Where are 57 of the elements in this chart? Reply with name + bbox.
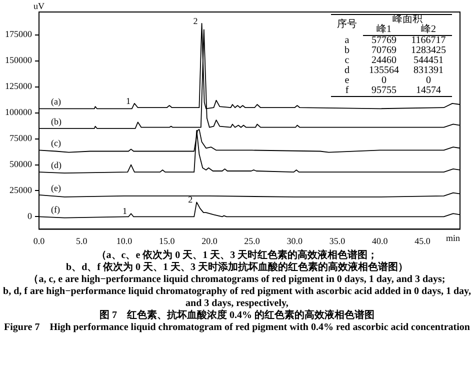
annotation: 57769	[370, 35, 398, 46]
annotation: 峰1	[363, 24, 405, 36]
text: （a、c、e 依次为 0 天、1 天、3 天时红色素的高效液相色谱图；	[95, 250, 379, 261]
annotation: e	[344, 75, 350, 86]
y-axis-title: uV	[34, 0, 45, 11]
series-label: (c)	[51, 138, 61, 148]
y-tick-label: 0	[28, 211, 32, 222]
y-tick-label: 150000	[5, 55, 32, 66]
annotation: 831391	[412, 65, 444, 76]
x-tick-label: 10.0	[116, 236, 133, 246]
x-tick-label: 30.0	[286, 236, 304, 246]
annotation: 0	[425, 75, 432, 86]
y-tick-label: 50000	[10, 159, 32, 170]
y-tick-label: 100000	[5, 107, 32, 118]
x-tick-label: 40.0	[372, 236, 388, 246]
y-tick-label: 75000	[10, 133, 32, 144]
text: b、d、f 依次为 0 天、1 天、3 天时添加抗坏血酸的红色素的高效液相色谱图）	[65, 262, 409, 274]
text: Figure 7 High performance liquid chromatogram of red pigment with 0.4% red ascorbic acid concentration	[3, 322, 471, 334]
annotation: 544451	[412, 55, 444, 66]
y-tick-label: 175000	[5, 29, 32, 40]
annotation: f	[331, 85, 363, 96]
series-label: (f)	[51, 204, 60, 215]
series-label: (b)	[51, 116, 62, 126]
annotation: 序号	[331, 14, 363, 36]
text: b, d, f are high−performance liquid chromatography of red pigment with ascorbic acid added in 0 days, 1 day, and 3 days, respectively,	[2, 286, 472, 309]
annotation: 2	[193, 16, 198, 26]
annotation: 70769	[370, 45, 398, 56]
x-tick-label: 35.0	[329, 236, 346, 246]
x-tick-label: 25.0	[244, 236, 260, 246]
annotation: b	[344, 45, 350, 56]
annotation: 1	[126, 96, 130, 106]
x-tick-label: 20.0	[202, 236, 218, 246]
text: 图 7 红色素、抗坏血酸浓度 0.4% 的红色素的高效液相色谱图	[98, 310, 376, 322]
annotation: 1283425	[410, 45, 447, 56]
text: （a, c, e are high−performance liquid chromatograms of red pigment in 0 days, 1 day, and 3 days;	[28, 274, 446, 286]
x-tick-label: 15.0	[158, 236, 176, 246]
annotation: 14574	[405, 85, 452, 96]
annotation: 1166717	[410, 35, 447, 46]
annotation: 1	[122, 206, 128, 216]
annotation: 0	[380, 75, 388, 86]
annotation: 95755	[363, 85, 405, 96]
x-tick-label: 5.0	[76, 236, 88, 246]
x-tick-label: 45.0	[414, 236, 431, 246]
series-label: (e)	[51, 182, 61, 193]
annotation: a	[344, 34, 350, 46]
annotation: 峰2	[405, 24, 452, 36]
y-tick-label: 25000	[10, 185, 32, 196]
annotation: c	[344, 55, 350, 66]
x-axis-title: min	[446, 233, 460, 244]
x-tick-label: 0.0	[33, 236, 46, 246]
series-label: (a)	[51, 96, 61, 107]
annotation: 2	[188, 194, 193, 205]
y-tick-label: 125000	[5, 81, 32, 92]
annotation: 24460	[370, 55, 398, 66]
annotation: 135564	[368, 65, 400, 76]
series-label: (d)	[51, 160, 62, 170]
annotation: d	[344, 65, 350, 76]
